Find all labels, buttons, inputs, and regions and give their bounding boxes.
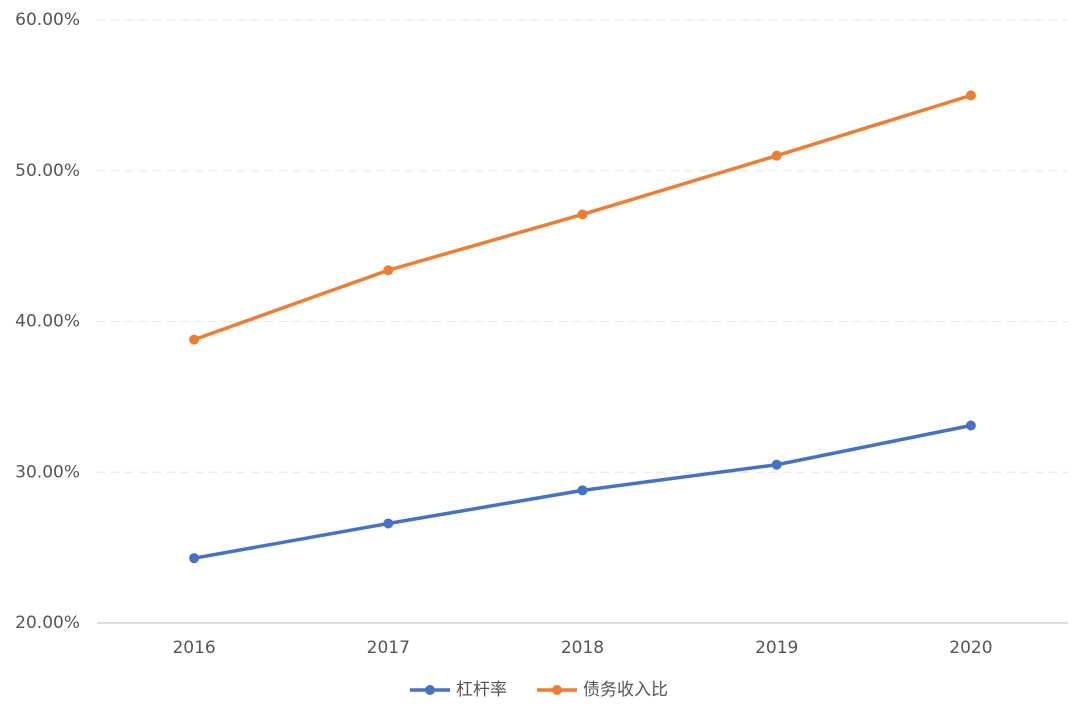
x-tick-label: 2016 xyxy=(172,638,215,658)
y-tick-label: 50.00% xyxy=(15,161,80,181)
point xyxy=(383,518,394,529)
point xyxy=(189,334,200,345)
x-tick-label: 2018 xyxy=(561,638,604,658)
x-tick-label: 2020 xyxy=(949,638,992,658)
point xyxy=(965,90,976,101)
point xyxy=(577,485,588,496)
point xyxy=(383,265,394,276)
legend-label: 杠杆率 xyxy=(456,680,507,700)
point xyxy=(965,420,976,431)
point xyxy=(771,459,782,470)
legend-label: 债务收入比 xyxy=(583,680,668,700)
y-tick-label: 40.00% xyxy=(15,312,80,332)
y-tick-label: 30.00% xyxy=(15,462,80,482)
legend-marker xyxy=(425,685,435,695)
point xyxy=(577,209,588,220)
point xyxy=(189,553,200,564)
y-tick-label: 60.00% xyxy=(15,10,80,30)
x-tick-label: 2019 xyxy=(755,638,798,658)
x-tick-label: 2017 xyxy=(367,638,410,658)
point xyxy=(771,150,782,161)
legend-marker xyxy=(552,685,562,695)
y-tick-label: 20.00% xyxy=(15,613,80,633)
